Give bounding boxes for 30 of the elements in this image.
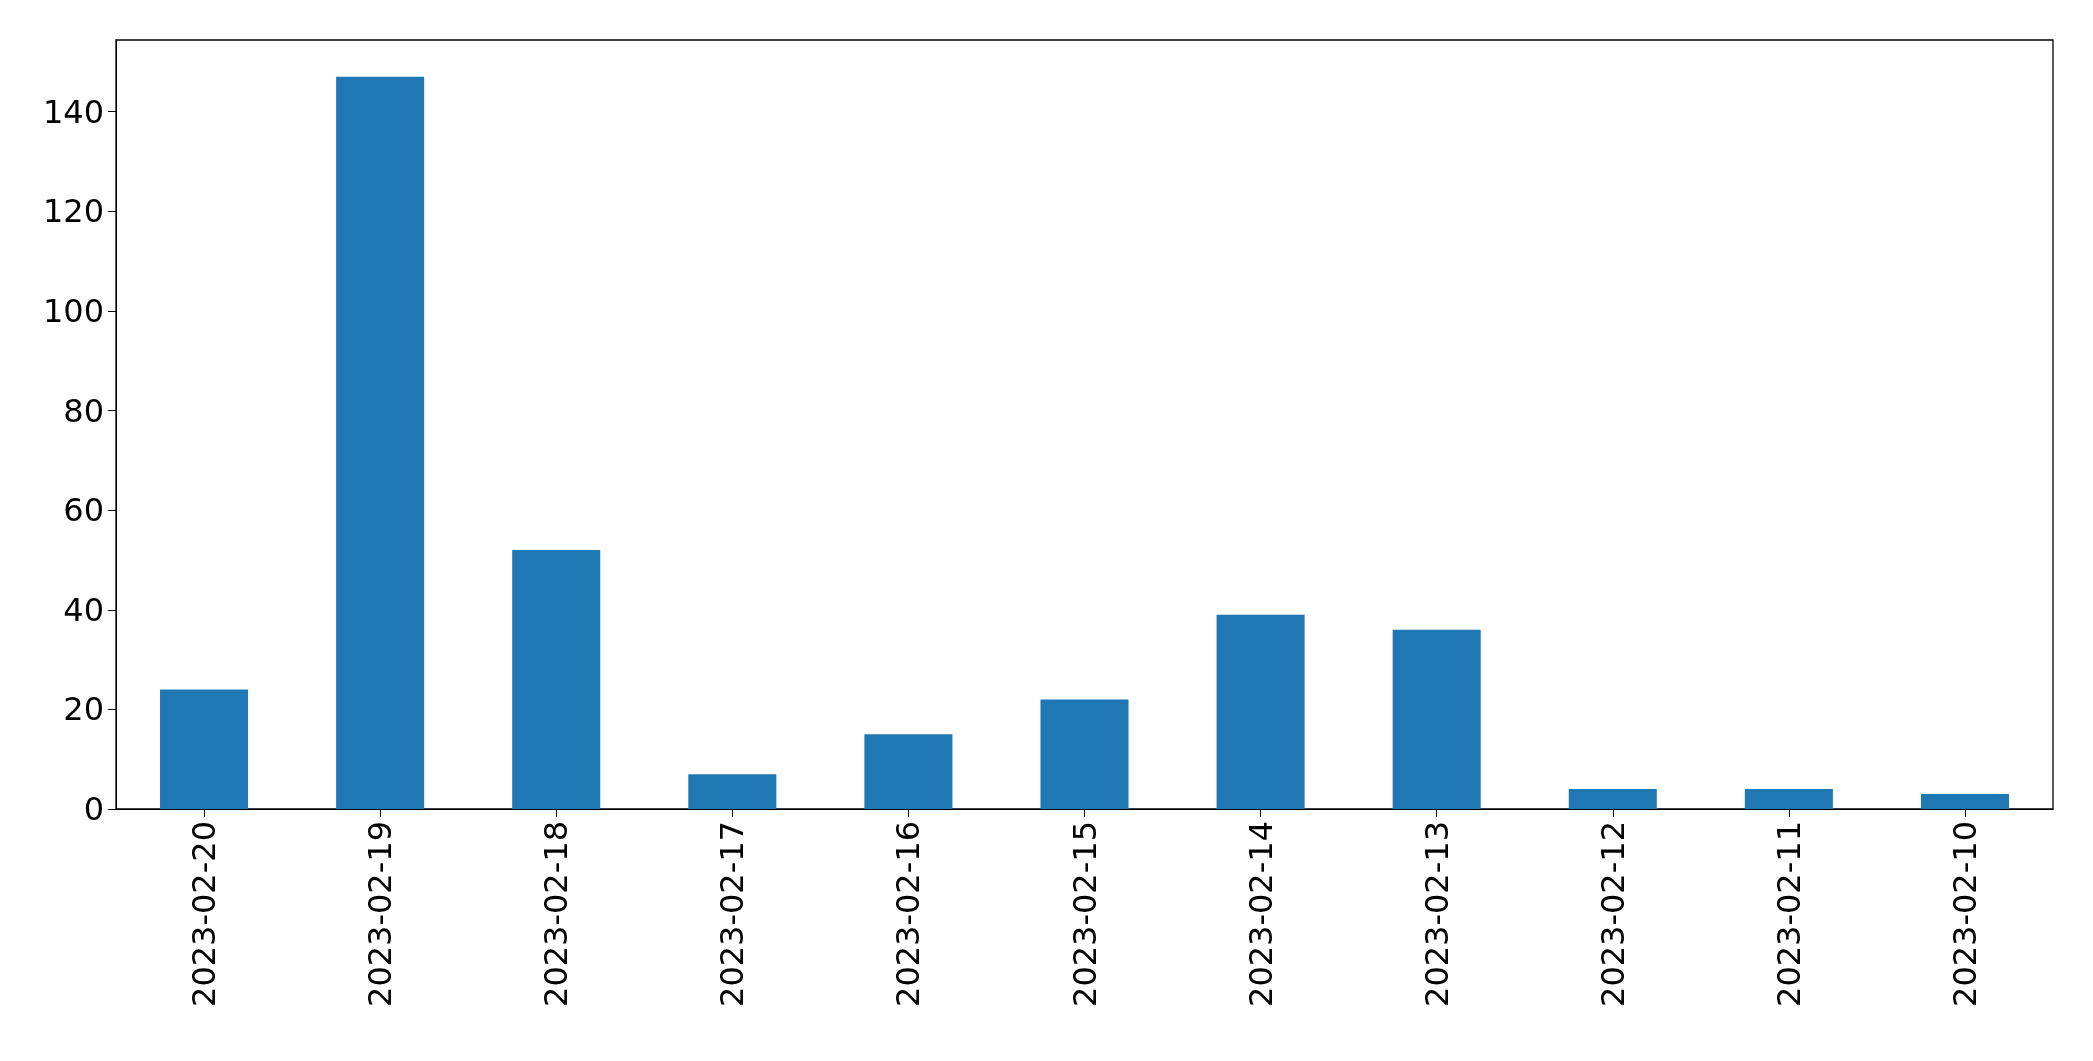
bar xyxy=(1744,789,1833,809)
bar xyxy=(1920,794,2009,809)
y-tick-label: 120 xyxy=(42,192,104,231)
x-tick-label: 2023-02-11 xyxy=(1769,821,1808,1007)
y-tick-label: 40 xyxy=(63,590,104,629)
x-tick-label: 2023-02-13 xyxy=(1417,821,1456,1007)
bar xyxy=(1568,789,1657,809)
bar xyxy=(688,774,777,809)
bar xyxy=(1040,699,1129,809)
y-tick-label: 60 xyxy=(63,491,104,530)
x-tick-label: 2023-02-16 xyxy=(889,821,928,1007)
bar xyxy=(160,689,249,809)
x-tick-label: 2023-02-20 xyxy=(185,821,224,1007)
bar xyxy=(1216,614,1305,809)
x-tick-label: 2023-02-17 xyxy=(713,821,752,1007)
bar xyxy=(864,734,953,809)
x-tick-label: 2023-02-14 xyxy=(1241,821,1280,1007)
x-tick-label: 2023-02-10 xyxy=(1945,821,1984,1007)
y-tick-label: 80 xyxy=(63,391,104,430)
bar xyxy=(1392,629,1481,809)
y-tick-label: 20 xyxy=(63,690,104,729)
y-tick-label: 100 xyxy=(42,291,104,330)
x-tick-label: 2023-02-18 xyxy=(537,821,576,1007)
bar xyxy=(336,76,425,809)
bar xyxy=(512,550,601,809)
x-tick-label: 2023-02-19 xyxy=(361,821,400,1007)
x-tick-label: 2023-02-15 xyxy=(1065,821,1104,1007)
x-tick-label: 2023-02-12 xyxy=(1593,821,1632,1007)
y-tick-label: 140 xyxy=(42,92,104,131)
y-tick-label: 0 xyxy=(83,790,104,828)
